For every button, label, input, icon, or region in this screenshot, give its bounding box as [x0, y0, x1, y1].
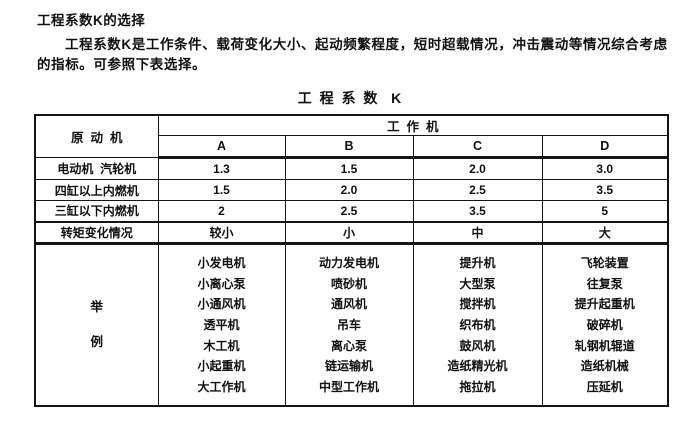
- examples-cell-a: 小发电机小离心泵小通风机透平机木工机小起重机大工作机: [157, 243, 286, 406]
- examples-label-char: 例: [90, 334, 103, 349]
- value-cell: 小: [284, 221, 414, 245]
- example-item: 动力发电机: [318, 256, 379, 270]
- example-item: 造纸精光机: [447, 359, 508, 374]
- example-item: 木工机: [203, 338, 240, 353]
- example-item: 离心泵: [330, 338, 367, 353]
- example-item: 中型工作机: [318, 380, 379, 395]
- example-item: 小通风机: [197, 297, 246, 312]
- table-title: 工 程 系 数 K: [297, 90, 404, 106]
- value-cell: 2.5: [412, 179, 543, 201]
- table-row: 四缸以上内燃机 1.5 2.0 2.5 3.5: [34, 179, 669, 201]
- examples-label-char: 举: [90, 300, 103, 315]
- example-item: 提升机: [459, 256, 496, 270]
- value-cell: 3.5: [541, 179, 669, 201]
- intro-line-1: 工程系数K是工作条件、载荷变化大小、起动频繁程度，短时超载情况，冲击震动等情况综…: [65, 37, 668, 52]
- example-item: 往复泵: [586, 276, 623, 291]
- example-item: 织布机: [459, 318, 496, 333]
- examples-label: 举例: [34, 243, 159, 406]
- table-row: 三缸以下内燃机 2 2.5 3.5 5: [34, 200, 669, 223]
- value-cell: 中: [412, 221, 543, 245]
- example-item: 拖拉机: [459, 380, 496, 395]
- examples-cell-c: 提升机大型泵搅拌机织布机鼓风机造纸精光机拖拉机: [412, 243, 543, 406]
- example-item: 链运输机: [324, 359, 373, 374]
- value-cell: 5: [541, 200, 669, 223]
- table-row: 电动机 汽轮机 1.3 1.5 2.0 3.0: [34, 157, 669, 180]
- example-item: 破碎机: [586, 318, 623, 333]
- example-item: 透平机: [203, 318, 240, 333]
- value-cell: 大: [541, 221, 669, 245]
- example-item: 小起重机: [197, 359, 246, 374]
- value-cell: 2.0: [412, 157, 543, 180]
- example-item: 小离心泵: [197, 276, 246, 291]
- example-item: 压延机: [586, 380, 623, 395]
- example-item: 轧钢机辊道: [574, 338, 635, 353]
- group-header-row: 原 动 机 工 作 机: [34, 114, 669, 158]
- group-header-working-machine: 工 作 机: [157, 114, 669, 136]
- value-cell: 1.5: [157, 179, 286, 201]
- value-cell: 1.3: [157, 157, 286, 180]
- example-item: 搅拌机: [459, 297, 496, 312]
- examples-cell-d: 飞轮装置往复泵提升起重机破碎机轧钢机辊道造纸机械压延机: [541, 243, 669, 406]
- value-cell: 3.5: [412, 200, 543, 223]
- examples-cell-b: 动力发电机喷砂机通风机吊车离心泵链运输机中型工作机: [284, 243, 414, 406]
- example-item: 大工作机: [197, 380, 246, 395]
- value-cell: 2.5: [284, 200, 414, 223]
- value-cell: 2.0: [284, 179, 414, 201]
- value-cell: 2: [157, 200, 286, 223]
- col-header-c: C: [412, 135, 543, 159]
- example-item: 大型泵: [459, 276, 496, 291]
- corner-header-prime-mover: 原 动 机: [34, 114, 159, 158]
- example-item: 喷砂机: [330, 276, 367, 291]
- intro-line-2: 的指标。可参照下表选择。: [37, 56, 207, 72]
- section-heading: 工程系数K的选择: [37, 13, 146, 28]
- table-row: 转矩变化情况 较小小中大: [34, 221, 669, 245]
- col-header-a: A: [157, 135, 286, 159]
- value-cell: 较小: [157, 221, 286, 245]
- row-label: 电动机 汽轮机: [34, 157, 159, 180]
- examples-row: 举例小发电机 小离心泵 小通风机 透平机 木工机 小起重机 大工作机 动力发电机 喷砂机 通风机吊…: [34, 243, 669, 406]
- intro-paragraph: 工程系数K是工作条件、载荷变化大小、起动频繁程度，短时超载情况，冲击震动等情况综…: [37, 35, 673, 74]
- value-cell: 3.0: [541, 157, 669, 180]
- example-item: 提升起重机: [574, 297, 635, 312]
- value-cell: 1.5: [284, 157, 414, 180]
- example-item: 造纸机械: [580, 359, 629, 374]
- row-label: 四缸以上内燃机: [34, 179, 159, 201]
- col-header-d: D: [541, 135, 669, 159]
- row-label: 转矩变化情况: [34, 221, 159, 245]
- row-label: 三缸以下内燃机: [34, 200, 159, 223]
- example-item: 通风机: [330, 297, 367, 312]
- example-item: 飞轮装置: [580, 256, 629, 270]
- col-header-b: B: [284, 135, 414, 159]
- example-item: 吊车: [336, 318, 361, 333]
- example-item: 小发电机: [197, 256, 246, 270]
- example-item: 鼓风机: [459, 338, 496, 353]
